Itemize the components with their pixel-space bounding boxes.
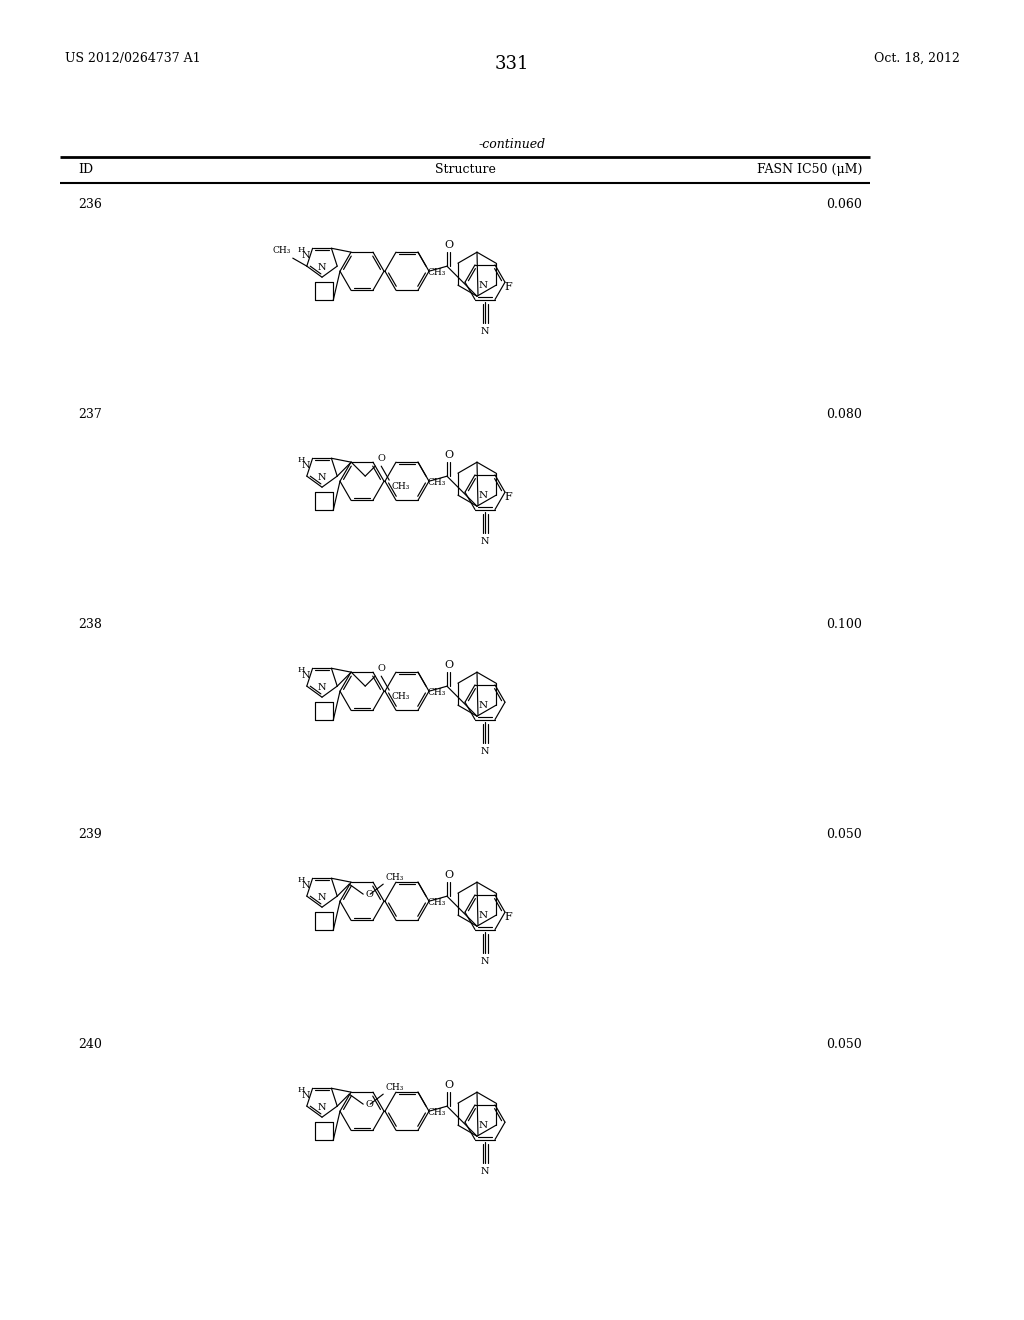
- Text: N: N: [301, 882, 309, 890]
- Text: H: H: [297, 667, 304, 675]
- Text: FASN IC50 (μM): FASN IC50 (μM): [757, 162, 862, 176]
- Text: N: N: [479, 1121, 488, 1130]
- Text: O: O: [444, 240, 454, 251]
- Text: O: O: [366, 1100, 373, 1109]
- Text: O: O: [366, 890, 373, 899]
- Text: N: N: [480, 747, 489, 756]
- Text: N: N: [479, 911, 488, 920]
- Text: 236: 236: [78, 198, 101, 211]
- Text: CH₃: CH₃: [427, 898, 445, 907]
- Text: N: N: [480, 957, 489, 966]
- Text: O: O: [377, 664, 385, 673]
- Text: N: N: [301, 1092, 309, 1101]
- Text: CH₃: CH₃: [427, 478, 445, 487]
- Text: Oct. 18, 2012: Oct. 18, 2012: [874, 51, 961, 65]
- Text: 331: 331: [495, 55, 529, 73]
- Text: 0.100: 0.100: [826, 618, 862, 631]
- Text: 0.050: 0.050: [826, 828, 862, 841]
- Text: N: N: [317, 1104, 327, 1113]
- Text: CH₃: CH₃: [427, 1109, 445, 1117]
- Text: N: N: [479, 281, 488, 290]
- Text: N: N: [301, 251, 309, 260]
- Text: 237: 237: [78, 408, 101, 421]
- Text: 240: 240: [78, 1038, 101, 1051]
- Text: 0.060: 0.060: [826, 198, 862, 211]
- Text: N: N: [301, 672, 309, 680]
- Text: CH₃: CH₃: [427, 268, 445, 277]
- Text: N: N: [317, 894, 327, 902]
- Text: 239: 239: [78, 828, 101, 841]
- Text: Structure: Structure: [434, 162, 496, 176]
- Text: O: O: [444, 870, 454, 880]
- Text: H: H: [297, 457, 304, 465]
- Text: ID: ID: [78, 162, 93, 176]
- Text: O: O: [377, 454, 385, 463]
- Text: N: N: [480, 537, 489, 546]
- Text: H: H: [297, 1086, 304, 1094]
- Text: N: N: [479, 701, 488, 710]
- Text: O: O: [444, 660, 454, 671]
- Text: N: N: [317, 684, 327, 692]
- Text: F: F: [504, 912, 512, 923]
- Text: US 2012/0264737 A1: US 2012/0264737 A1: [65, 51, 201, 65]
- Text: CH₃: CH₃: [391, 692, 410, 701]
- Text: CH₃: CH₃: [272, 246, 291, 255]
- Text: O: O: [444, 450, 454, 461]
- Text: 0.080: 0.080: [826, 408, 862, 421]
- Text: N: N: [480, 327, 489, 337]
- Text: H: H: [297, 247, 304, 255]
- Text: F: F: [504, 282, 512, 292]
- Text: 238: 238: [78, 618, 101, 631]
- Text: N: N: [301, 461, 309, 470]
- Text: CH₃: CH₃: [385, 1084, 403, 1092]
- Text: N: N: [317, 263, 327, 272]
- Text: CH₃: CH₃: [385, 873, 403, 882]
- Text: N: N: [317, 473, 327, 482]
- Text: 0.050: 0.050: [826, 1038, 862, 1051]
- Text: CH₃: CH₃: [391, 482, 410, 491]
- Text: O: O: [444, 1080, 454, 1090]
- Text: N: N: [479, 491, 488, 500]
- Text: -continued: -continued: [478, 139, 546, 150]
- Text: F: F: [504, 492, 512, 502]
- Text: H: H: [297, 876, 304, 884]
- Text: CH₃: CH₃: [427, 688, 445, 697]
- Text: N: N: [480, 1167, 489, 1176]
